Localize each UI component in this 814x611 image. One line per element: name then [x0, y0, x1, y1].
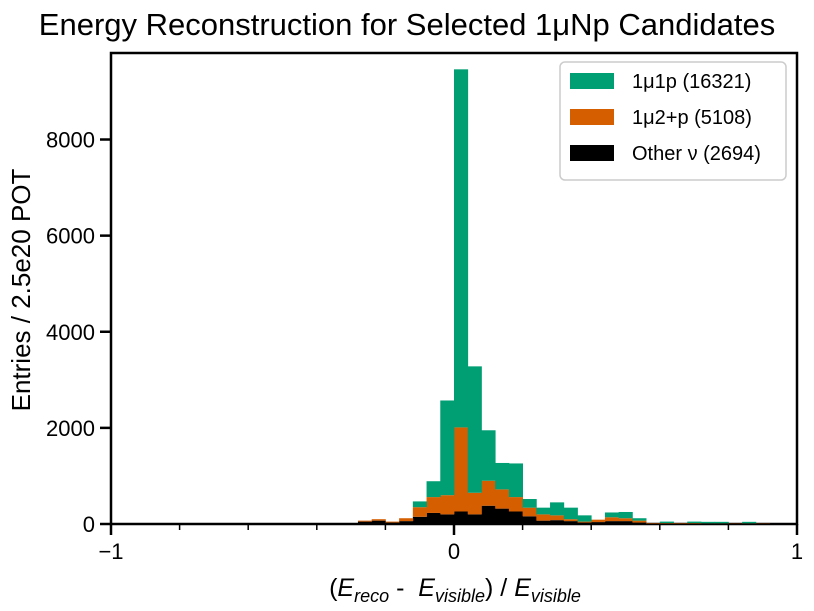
bar-segment-series-1-bin-1 — [371, 519, 386, 521]
bar-segment-series-1-bin-5 — [426, 497, 441, 513]
bar-segment-series-2-bin-18 — [604, 512, 620, 518]
legend: 1μ1p (16321) 1μ2+p (5108) Other ν (2694) — [559, 61, 787, 181]
bar-segment-series-0-bin-11 — [508, 511, 523, 524]
y-tick-label: 2000 — [46, 416, 95, 441]
x-tick-label: −1 — [98, 539, 123, 564]
bar-segment-series-1-bin-10 — [495, 489, 510, 509]
bar-segment-series-1-bin-19 — [618, 518, 633, 522]
legend-frame — [559, 61, 787, 181]
bar-segment-series-1-bin-6 — [440, 495, 455, 515]
bar-segment-series-0-bin-10 — [495, 508, 510, 524]
bar-segment-series-1-bin-17 — [591, 519, 606, 523]
bar-segment-series-1-bin-15 — [563, 519, 578, 522]
bar-segment-series-2-bin-15 — [563, 507, 578, 520]
bar-segment-series-0-bin-16 — [577, 522, 592, 524]
y-tick-label: 8000 — [46, 128, 95, 153]
bar-segment-series-2-bin-12 — [522, 499, 537, 508]
bar-segment-series-2-bin-16 — [577, 515, 592, 522]
y-tick-label: 0 — [83, 512, 95, 537]
bar-segment-series-1-bin-2 — [385, 521, 400, 523]
x-tick-label: 1 — [791, 539, 803, 564]
bar-segment-series-0-bin-4 — [412, 516, 427, 524]
bar-segment-series-1-bin-7 — [454, 427, 469, 512]
bar-segment-series-2-bin-5 — [426, 481, 441, 498]
bar-segment-series-2-bin-19 — [618, 511, 633, 519]
legend-swatch — [570, 145, 614, 161]
bar-segment-series-2-bin-26 — [714, 521, 729, 524]
bar-segment-series-1-bin-3 — [399, 518, 414, 522]
bar-segment-series-1-bin-18 — [604, 517, 620, 522]
bar-segment-series-2-bin-25 — [700, 521, 716, 524]
x-axis-label: (Ereco​ - Evisible​) / Evisible​ — [329, 574, 581, 606]
bar-segment-series-0-bin-18 — [604, 521, 620, 524]
bar-segment-series-0-bin-14 — [550, 520, 565, 524]
bar-segment-series-2-bin-13 — [536, 507, 551, 515]
bar-segment-series-2-bin-8 — [467, 366, 482, 493]
bar-segment-series-1-bin-12 — [522, 507, 537, 517]
bar-segment-series-2-bin-9 — [481, 430, 496, 481]
bar-segment-series-1-bin-20 — [632, 520, 647, 523]
bar-segment-series-0-bin-13 — [536, 520, 551, 524]
legend-swatch — [570, 109, 614, 125]
bar-segment-series-0-bin-12 — [522, 516, 537, 524]
bar-segment-series-0-bin-3 — [399, 521, 414, 524]
bar-segment-series-2-bin-14 — [550, 502, 565, 516]
bar-segment-series-0-bin-19 — [618, 521, 633, 524]
bar-segment-series-0-bin-15 — [563, 521, 578, 524]
y-tick-label: 6000 — [46, 224, 95, 249]
bar-segment-series-0-bin-17 — [591, 522, 606, 524]
legend-label: Other ν (2694) — [632, 143, 761, 165]
bars-layer — [357, 69, 770, 524]
bar-segment-series-2-bin-24 — [687, 521, 702, 524]
bar-segment-series-1-bin-0 — [357, 520, 373, 522]
bar-segment-series-1-bin-9 — [481, 480, 496, 506]
bar-segment-series-1-bin-16 — [577, 521, 592, 523]
bar-segment-series-1-bin-11 — [508, 497, 523, 512]
bar-segment-series-2-bin-28 — [742, 521, 757, 524]
y-axis-label: Entries / 2.5e20 POT — [6, 168, 36, 411]
bar-segment-series-0-bin-8 — [467, 514, 482, 524]
bar-segment-series-2-bin-22 — [659, 521, 674, 524]
bar-segment-series-2-bin-4 — [412, 501, 427, 508]
bar-segment-series-0-bin-0 — [357, 521, 373, 524]
x-tick-label: 0 — [448, 539, 460, 564]
bar-segment-series-1-bin-8 — [467, 492, 482, 515]
bar-segment-series-0-bin-5 — [426, 512, 441, 524]
bar-segment-series-2-bin-20 — [632, 518, 647, 521]
bar-segment-series-1-bin-14 — [550, 515, 565, 521]
y-tick-label: 4000 — [46, 320, 95, 345]
bar-segment-series-0-bin-20 — [632, 522, 647, 524]
bar-segment-series-1-bin-4 — [412, 507, 427, 517]
bar-segment-series-1-bin-13 — [536, 514, 551, 521]
bar-segment-series-0-bin-9 — [481, 505, 496, 524]
bar-segment-series-2-bin-6 — [440, 400, 455, 496]
bar-segment-series-0-bin-2 — [385, 522, 400, 524]
bar-segment-series-0-bin-6 — [440, 514, 455, 524]
bar-segment-series-2-bin-11 — [508, 463, 523, 498]
bar-segment-series-0-bin-7 — [454, 511, 469, 524]
bar-segment-series-0-bin-1 — [371, 520, 386, 524]
bar-segment-series-2-bin-7 — [454, 69, 469, 428]
legend-label: 1μ1p (16321) — [632, 71, 751, 93]
chart-title: Energy Reconstruction for Selected 1μNp … — [39, 7, 775, 42]
legend-swatch — [570, 73, 614, 89]
bar-segment-series-2-bin-10 — [495, 462, 510, 490]
legend-label: 1μ2+p (5108) — [632, 107, 752, 129]
